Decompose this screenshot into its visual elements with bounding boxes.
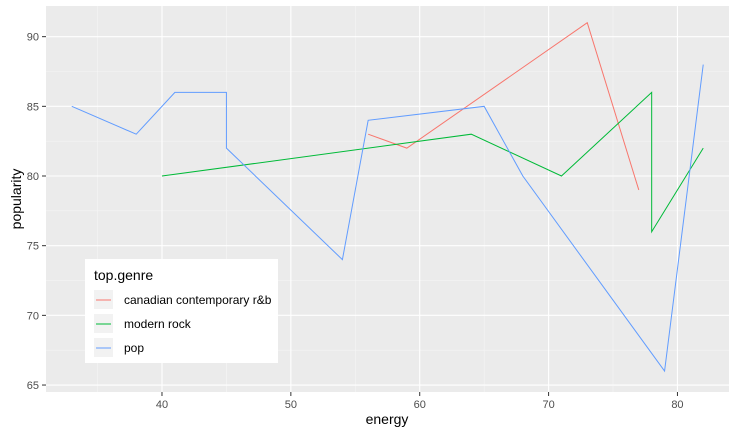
legend-title: top.genre: [94, 267, 153, 283]
x-tick-label: 60: [414, 399, 426, 411]
y-axis-title: popularity: [8, 169, 24, 230]
x-tick-label: 40: [156, 399, 168, 411]
y-tick-label: 80: [27, 171, 39, 183]
series-line-2: [71, 64, 704, 373]
y-axis: 65 70 75 80 85 90: [27, 32, 46, 392]
series-line-1: [161, 91, 704, 234]
minor-gridlines: [46, 6, 729, 392]
x-tick-label: 50: [285, 399, 297, 411]
x-tick-label: 70: [542, 399, 554, 411]
y-tick-label: 75: [27, 241, 39, 253]
legend-label: pop: [124, 341, 144, 355]
legend: top.genre canadian contemporary r&b moder…: [85, 259, 278, 363]
legend-items: canadian contemporary r&b modern rock pop: [94, 290, 272, 357]
series-line-0: [368, 21, 640, 191]
legend-label: canadian contemporary r&b: [124, 293, 272, 307]
y-tick-label: 85: [27, 101, 39, 113]
y-tick-label: 70: [27, 310, 39, 322]
x-axis-title: energy: [366, 411, 409, 427]
legend-label: modern rock: [124, 317, 192, 331]
y-tick-label: 65: [27, 380, 39, 392]
legend-box: [85, 259, 278, 363]
x-tick-label: 80: [671, 399, 683, 411]
x-axis: 40 50 60 70 80: [156, 392, 684, 411]
series-lines: [71, 21, 704, 373]
y-tick-label: 90: [27, 32, 39, 44]
